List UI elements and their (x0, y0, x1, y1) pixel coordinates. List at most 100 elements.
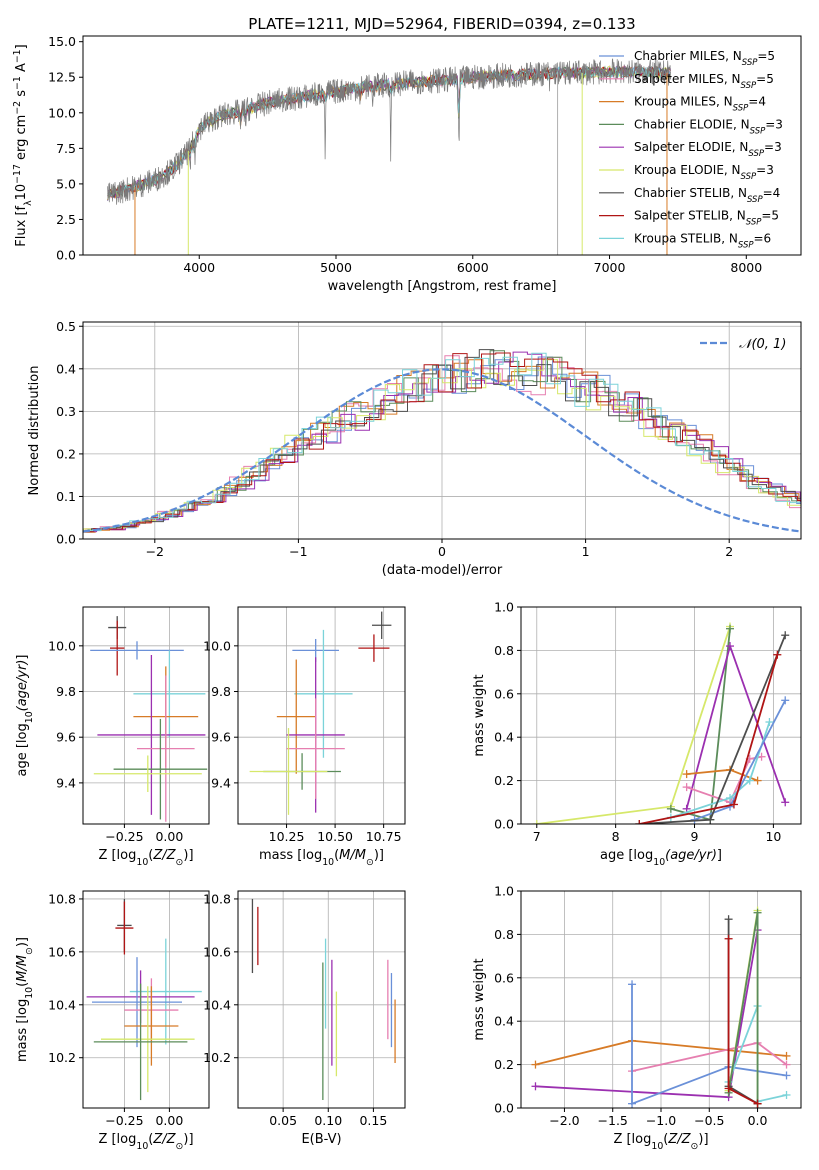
x-tick-label: 7000 (594, 260, 626, 275)
panel-mass_weight_vs_age: 7 8 9 10 0.0 0.2 0.4 0.6 0.8 1.0 age [log10(age/yr… (472, 600, 802, 868)
legend-label: Kroupa MILES, NSSP=4 (634, 95, 766, 114)
plot-area (531, 906, 791, 1108)
x-axis-label: Z [log10(Z/Z⊙)] (98, 1132, 193, 1152)
legend-label: 𝒩(0, 1) (739, 337, 786, 352)
y-tick-label: 0.8 (494, 643, 514, 658)
weight-marker (666, 804, 675, 813)
x-tick-label: 2 (725, 544, 733, 559)
weight-marker (628, 980, 637, 989)
error-bar-point (129, 938, 202, 1045)
legend-label: Kroupa STELIB, NSSP=6 (634, 231, 771, 250)
y-axis-label: mass weight (472, 958, 487, 1040)
x-axis-label: (data-model)/error (382, 563, 503, 578)
weight-marker (729, 800, 738, 809)
weight-marker (682, 783, 691, 792)
x-tick-label: 0.05 (269, 1113, 297, 1128)
weight-marker (726, 624, 735, 633)
weight-marker (781, 696, 790, 705)
x-tick-label: 0.00 (155, 829, 183, 844)
weight-marker (782, 1051, 791, 1060)
y-tick-label: 10.6 (203, 944, 231, 959)
error-bar-point (93, 983, 188, 1101)
grid (83, 607, 209, 824)
plot-area (249, 611, 392, 815)
weight-marker (726, 642, 735, 651)
weight-marker (781, 631, 790, 640)
y-tick-label: 10.2 (48, 1050, 76, 1065)
y-tick-label: 9.4 (211, 775, 231, 790)
weight-marker (773, 650, 782, 659)
x-tick-label: 10 (765, 829, 781, 844)
y-tick-label: 0.0 (494, 817, 514, 832)
x-axis-label: Z [log10(Z/Z⊙)] (98, 848, 193, 868)
weight-marker (724, 934, 733, 943)
histogram-step (83, 359, 801, 533)
x-tick-label: −2 (146, 544, 164, 559)
x-axis-label: E(B-V) (301, 1132, 341, 1147)
x-tick-label: 10.75 (366, 829, 402, 844)
x-tick-label: 0.00 (155, 1113, 183, 1128)
legend-label: Salpeter MILES, NSSP=5 (634, 72, 774, 91)
y-tick-label: 10.4 (203, 997, 231, 1012)
weight-marker (628, 1099, 637, 1108)
error-bar-point (286, 698, 345, 799)
y-tick-label: 0.5 (56, 319, 76, 334)
y-tick-label: 10.8 (203, 891, 231, 906)
axes-frame (82, 606, 210, 825)
y-tick-label: 0.2 (494, 1057, 514, 1072)
y-tick-label: 0.6 (494, 970, 514, 985)
x-axis-label: mass [log10(M/M⊙)] (259, 848, 384, 868)
plot-area (90, 616, 208, 822)
legend-label: Kroupa ELODIE, NSSP=3 (634, 163, 774, 182)
plot-area (107, 58, 672, 255)
y-tick-label: 15.0 (48, 34, 76, 49)
x-tick-label: −1.0 (646, 1113, 676, 1128)
plot-area (83, 349, 801, 533)
x-tick-label: 7 (533, 829, 541, 844)
y-tick-label: 10.2 (203, 1050, 231, 1065)
x-tick-label: −0.5 (694, 1113, 724, 1128)
y-tick-label: 2.5 (56, 212, 76, 227)
y-tick-label: 1.0 (494, 884, 514, 899)
x-tick-label: 1 (582, 544, 590, 559)
y-tick-label: 0.0 (56, 532, 76, 547)
x-tick-label: −2.0 (549, 1113, 579, 1128)
legend: Chabrier MILES, NSSP=5 Salpeter MILES, NS… (599, 49, 783, 250)
legend: 𝒩(0, 1) (700, 337, 786, 352)
axes-frame (520, 606, 802, 825)
x-tick-label: −0.25 (105, 1113, 143, 1128)
legend-label: Chabrier MILES, NSSP=5 (634, 49, 775, 68)
y-tick-label: 0.0 (494, 1101, 514, 1116)
chart-title: PLATE=1211, MJD=52964, FIBERID=0394, z=0… (248, 15, 635, 33)
y-axis-label: Flux [fλ10−17 erg cm−2 s−1 A−1] (12, 44, 34, 246)
x-axis-label: age [log10(age/yr)] (600, 848, 722, 868)
axes-frame (237, 606, 406, 825)
weight-marker (757, 752, 766, 761)
panel-age_vs_Z: −0.25 0.00 9.4 9.6 9.8 10.0 Z [log10(Z/Z⊙)] age… (15, 606, 210, 868)
grid (238, 891, 405, 1108)
grid (238, 607, 405, 824)
error-bar-point (358, 634, 390, 662)
weight-marker (635, 820, 644, 824)
panel-residual_histogram: −2 −1 0 1 2 0.0 0.1 0.2 0.3 0.4 0.5 (data-model)/er… (27, 319, 802, 578)
error-bar-point (113, 718, 208, 820)
error-bar-point (137, 675, 195, 822)
weight-marker (682, 770, 691, 779)
error-bar-point (294, 629, 353, 758)
x-tick-label: 4000 (183, 260, 215, 275)
histogram-step (83, 352, 801, 533)
weight-marker (782, 1060, 791, 1069)
y-tick-label: 9.8 (56, 684, 76, 699)
legend-label: Salpeter STELIB, NSSP=5 (634, 209, 779, 228)
grid (521, 890, 801, 1109)
weight-marker (765, 718, 774, 727)
plot-area (86, 898, 202, 1101)
error-bar-point (276, 659, 316, 774)
x-tick-label: 8 (612, 829, 620, 844)
x-tick-label: −1.5 (598, 1113, 628, 1128)
axes-frame (82, 35, 802, 256)
weight-series-line (694, 699, 786, 821)
weight-marker (531, 1060, 540, 1069)
axes-frame (82, 890, 210, 1109)
